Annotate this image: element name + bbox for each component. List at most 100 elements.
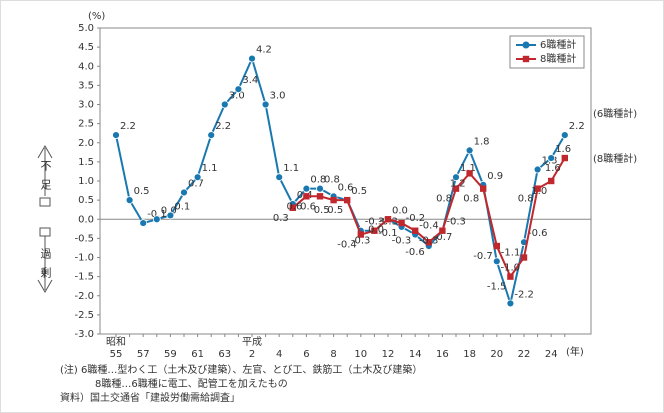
data-label: 1.1 bbox=[202, 163, 218, 174]
y-tick-label: -3.0 bbox=[74, 329, 94, 340]
data-label: 0.8 bbox=[310, 175, 326, 186]
data-label: 4.2 bbox=[256, 45, 272, 56]
era-label: 昭和 bbox=[106, 336, 126, 348]
x-tick-label: 4 bbox=[276, 349, 282, 360]
y-tick-label: -0.5 bbox=[74, 233, 94, 244]
data-label: 0.7 bbox=[188, 178, 204, 189]
marker bbox=[207, 131, 216, 140]
data-label: 0.9 bbox=[487, 171, 503, 182]
data-label: 0.1 bbox=[174, 201, 190, 212]
note: 8職種…6職種に電工、配管工を加えたもの bbox=[95, 377, 288, 390]
data-label: -2.2 bbox=[514, 289, 534, 300]
data-label: -0.3 bbox=[419, 236, 439, 247]
y-tick-label: -2.5 bbox=[74, 310, 94, 321]
y-tick-label: 0.5 bbox=[78, 195, 94, 206]
marker bbox=[152, 215, 161, 224]
data-label: -1.1 bbox=[501, 247, 521, 258]
marker bbox=[452, 185, 460, 192]
surplus-label: 過剰 bbox=[39, 248, 52, 286]
data-label: 1.1 bbox=[283, 163, 299, 174]
shortage-label: 不足 bbox=[39, 160, 52, 198]
end-label: (6職種計) bbox=[593, 107, 637, 120]
series-line bbox=[115, 55, 566, 308]
data-label: 3.4 bbox=[242, 75, 258, 86]
marker bbox=[560, 131, 569, 140]
marker bbox=[303, 193, 310, 200]
data-label: -0.1 bbox=[147, 209, 167, 220]
data-label: 3.0 bbox=[229, 91, 245, 102]
y-tick-label: 4.0 bbox=[78, 61, 94, 72]
x-tick-label: 22 bbox=[518, 349, 531, 360]
legend-marker bbox=[522, 55, 530, 63]
data-label: 0.0 bbox=[392, 205, 408, 216]
arrow-up bbox=[37, 145, 53, 196]
data-label: -0.2 bbox=[406, 213, 426, 224]
note: 資料）国土交通省「建設労働需給調査」 bbox=[60, 391, 240, 404]
x-tick-label: 10 bbox=[354, 349, 367, 360]
side-annotation: 不足 過剰 bbox=[37, 145, 53, 293]
marker bbox=[439, 227, 446, 234]
data-label: 1.6 bbox=[545, 163, 561, 174]
marker bbox=[166, 211, 175, 220]
data-label: -0.6 bbox=[528, 228, 548, 239]
y-tick-label: 3.5 bbox=[78, 80, 94, 91]
data-label: 0.5 bbox=[351, 186, 367, 197]
x-tick-label: 18 bbox=[463, 349, 476, 360]
data-label: 0.3 bbox=[273, 213, 289, 224]
x-tick-label: 2 bbox=[249, 349, 255, 360]
marker bbox=[302, 184, 311, 193]
x-tick-label: 20 bbox=[490, 349, 503, 360]
x-tick-label: 14 bbox=[409, 349, 422, 360]
data-label: 0.6 bbox=[286, 201, 302, 212]
era-label: 平成 bbox=[242, 336, 262, 348]
marker bbox=[289, 204, 296, 211]
marker bbox=[384, 216, 392, 223]
legend-label: 6職種計 bbox=[540, 38, 576, 51]
marker bbox=[561, 154, 568, 162]
end-label: (8職種計) bbox=[593, 152, 637, 165]
y-tick-label: 1.5 bbox=[78, 157, 94, 168]
marker bbox=[452, 173, 460, 182]
x-tick-label: 12 bbox=[382, 349, 395, 360]
data-label: 0.6 bbox=[300, 201, 316, 212]
x-tick-label: 57 bbox=[137, 349, 150, 360]
x-tick-label: 16 bbox=[436, 349, 449, 360]
marker bbox=[425, 239, 432, 246]
legend-box bbox=[509, 35, 585, 69]
arrow-down bbox=[37, 235, 53, 293]
data-label: 0.6 bbox=[338, 182, 354, 193]
marker bbox=[371, 227, 378, 234]
marker bbox=[533, 165, 542, 174]
marker bbox=[534, 185, 541, 192]
y-tick-label: 4.5 bbox=[78, 42, 94, 53]
x-tick-label: 24 bbox=[545, 349, 558, 360]
marker bbox=[125, 196, 134, 205]
data-label: 1.1 bbox=[460, 163, 476, 174]
data-label: -1.0 bbox=[500, 263, 520, 274]
x-tick-label: 61 bbox=[191, 349, 204, 360]
x-tick-label: 6 bbox=[303, 349, 309, 360]
note: (注) 6職種…型わく工（土木及び建築）、左官、とび工、鉄筋工（土木及び建築） bbox=[60, 363, 422, 376]
marker bbox=[412, 227, 419, 234]
marker bbox=[480, 185, 487, 192]
y-tick-label: 1.0 bbox=[78, 176, 94, 187]
marker bbox=[357, 231, 364, 238]
data-label: -0.3 bbox=[446, 217, 466, 228]
marker bbox=[193, 173, 202, 182]
data-label: -1.5 bbox=[487, 282, 507, 293]
marker bbox=[520, 254, 528, 261]
marker bbox=[507, 273, 514, 280]
marker bbox=[139, 219, 148, 227]
marker bbox=[398, 219, 405, 227]
x-tick-label: 8 bbox=[330, 349, 336, 360]
data-label: 0.5 bbox=[327, 205, 343, 216]
x-tick-label: 63 bbox=[218, 349, 231, 360]
y-tick-label: -1.5 bbox=[74, 272, 94, 283]
data-label: 0.0 bbox=[161, 205, 177, 216]
bar-symbol bbox=[39, 197, 51, 207]
data-label: -0.3 bbox=[365, 217, 385, 228]
marker bbox=[316, 193, 324, 200]
data-label: 0.8 bbox=[463, 194, 479, 205]
